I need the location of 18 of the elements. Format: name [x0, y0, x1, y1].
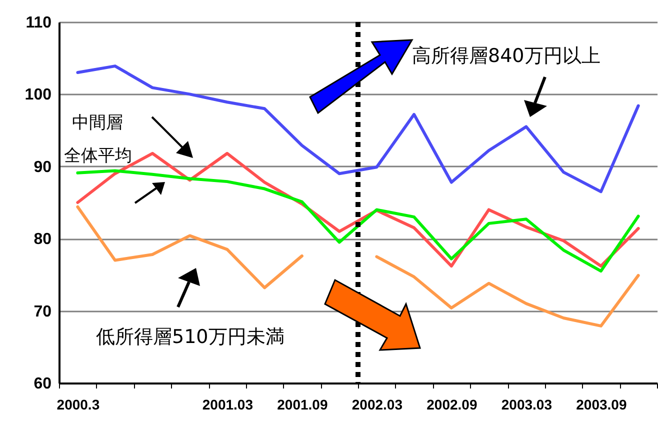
y-tick-label: 60 [34, 376, 52, 392]
y-tick-label: 70 [34, 303, 52, 320]
x-tick-label: 2001.03 [202, 396, 254, 412]
y-tick-label: 110 [26, 14, 52, 32]
line-series [76, 169, 640, 273]
series-label: 全体平均 [64, 146, 132, 166]
series-label: 中間層 [72, 113, 123, 133]
x-tick-label: 2002.03 [352, 396, 403, 412]
y-tick-label: 100 [24, 86, 52, 104]
y-tick-label: 90 [34, 158, 52, 176]
x-tick-label: 2001.09 [277, 396, 328, 412]
y-tick-label: 80 [34, 231, 52, 248]
x-tick-label: 2003.09 [576, 396, 627, 412]
x-tick-label: 2002.09 [426, 396, 478, 412]
text: 低所得層510万円未満 [96, 326, 284, 348]
text: 高所得層840万円以上 [412, 45, 600, 67]
x-tick-label: 2000.3 [56, 396, 100, 412]
x-tick-label: 2003.03 [501, 396, 552, 412]
